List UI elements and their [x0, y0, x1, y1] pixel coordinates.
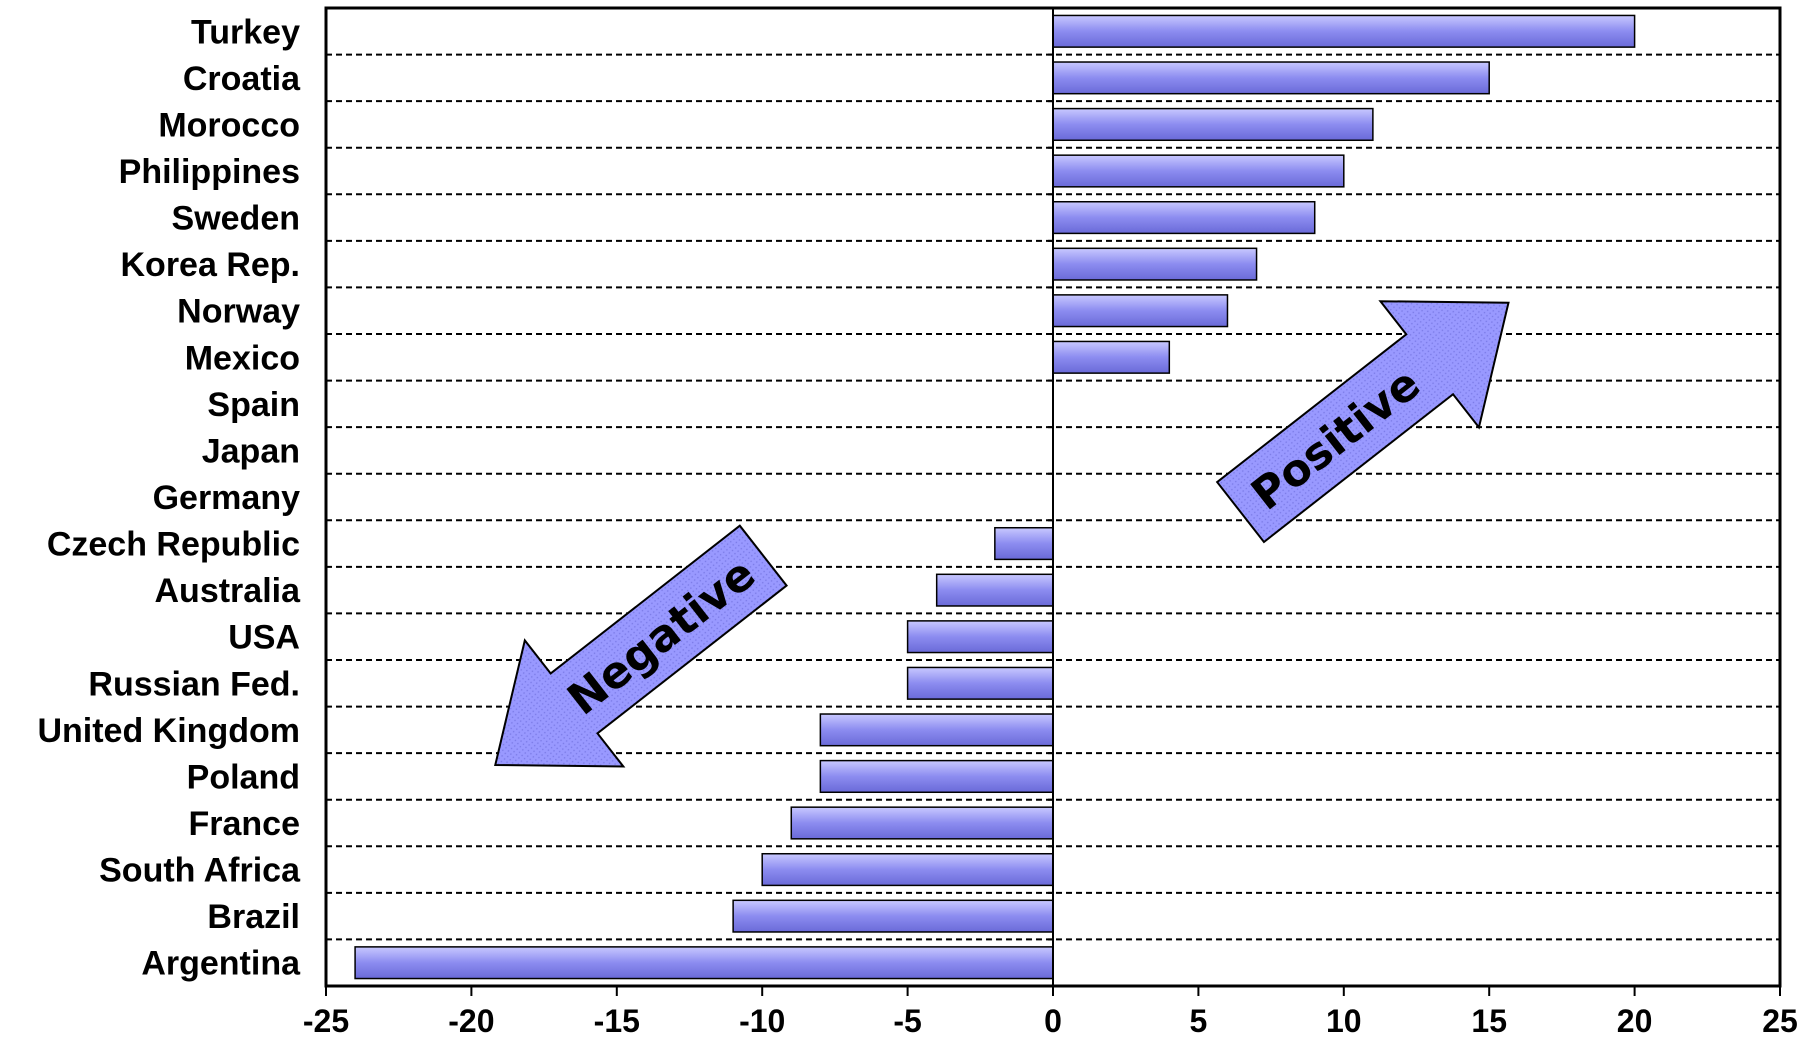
bar-argentina — [354, 946, 1054, 980]
x-tick-label: 25 — [1762, 1003, 1798, 1039]
x-tick-label: -15 — [594, 1003, 640, 1039]
bar-morocco — [1052, 107, 1374, 142]
category-label: South Africa — [99, 852, 301, 890]
x-tick-labels: -25 -20 -15 -10 -5 0 5 10 15 20 25 — [303, 1003, 1798, 1039]
bar-brazil — [732, 899, 1054, 933]
category-label: Germany — [153, 479, 300, 517]
bar-france — [790, 806, 1054, 840]
category-label: Philippines — [119, 153, 300, 191]
axes — [325, 7, 1781, 996]
bar-poland — [819, 759, 1054, 794]
x-tick-label: -5 — [893, 1003, 921, 1039]
bar-norway — [1052, 294, 1229, 328]
bar-mexico — [1052, 340, 1171, 374]
bar-australia — [935, 573, 1054, 607]
x-tick-label: 0 — [1044, 1003, 1062, 1039]
category-label: Czech Republic — [47, 526, 300, 564]
bar-czech-republic — [994, 526, 1054, 561]
bar-united-kingdom — [819, 713, 1054, 747]
x-tick-label: -25 — [303, 1003, 349, 1039]
category-labels: Turkey Croatia Morocco Philippines Sweden Kor… — [37, 13, 301, 982]
x-tick-label: -10 — [739, 1003, 785, 1039]
bar-turkey — [1052, 14, 1636, 48]
category-label: Sweden — [172, 200, 300, 238]
category-label: United Kingdom — [37, 712, 300, 750]
bar-russian-fed — [906, 666, 1054, 700]
category-label: Mexico — [185, 339, 300, 377]
category-label: France — [189, 805, 301, 843]
x-tick-label: 10 — [1326, 1003, 1362, 1039]
category-label: Brazil — [207, 898, 300, 936]
category-label: Croatia — [183, 60, 301, 98]
x-tick-label: 15 — [1471, 1003, 1507, 1039]
category-label: Korea Rep. — [121, 246, 301, 284]
category-label: Australia — [155, 572, 302, 610]
category-label: Russian Fed. — [88, 665, 300, 703]
category-label: Poland — [187, 758, 300, 796]
category-label: Morocco — [158, 106, 300, 144]
x-tick-label: 20 — [1617, 1003, 1653, 1039]
category-label: Spain — [207, 386, 300, 424]
category-label: USA — [228, 619, 300, 657]
category-label: Norway — [177, 293, 300, 331]
bar-philippines — [1052, 154, 1345, 188]
bar-korea-rep — [1052, 247, 1258, 281]
category-label: Turkey — [191, 13, 300, 51]
bar-sweden — [1052, 200, 1316, 235]
bar-croatia — [1052, 61, 1490, 95]
x-tick-label: -20 — [448, 1003, 494, 1039]
category-label: Japan — [202, 432, 300, 470]
bars — [354, 14, 1636, 980]
category-label: Argentina — [141, 945, 301, 983]
x-tick-label: 5 — [1190, 1003, 1208, 1039]
bar-south-africa — [761, 852, 1054, 887]
bar-usa — [906, 620, 1054, 654]
